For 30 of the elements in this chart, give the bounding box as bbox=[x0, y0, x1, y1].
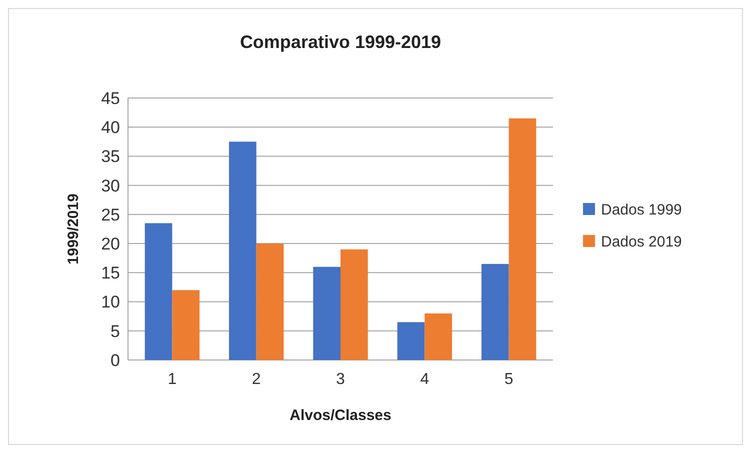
bar bbox=[172, 290, 200, 360]
bar bbox=[340, 249, 368, 360]
legend-label: Dados 2019 bbox=[601, 233, 682, 250]
x-tick-label: 2 bbox=[252, 371, 261, 388]
y-tick-label: 35 bbox=[101, 147, 120, 166]
chart-title: Comparativo 1999-2019 bbox=[240, 32, 442, 52]
x-tick-label: 1 bbox=[168, 371, 177, 388]
y-tick-label: 30 bbox=[101, 176, 120, 196]
bar bbox=[424, 313, 452, 360]
y-tick-label: 45 bbox=[101, 88, 120, 108]
x-tick-label: 3 bbox=[336, 371, 346, 388]
legend-label: Dados 1999 bbox=[601, 201, 682, 218]
y-axis-title: 1999/2019 bbox=[65, 194, 82, 264]
y-tick-label: 5 bbox=[110, 322, 120, 341]
x-tick-label: 4 bbox=[420, 371, 430, 388]
bar bbox=[481, 264, 509, 360]
y-tick-label: 15 bbox=[101, 264, 120, 283]
y-tick-label: 10 bbox=[101, 292, 120, 312]
bar bbox=[228, 142, 256, 360]
y-tick-label: 25 bbox=[101, 205, 120, 224]
y-tick-label: 0 bbox=[110, 350, 120, 370]
bar bbox=[397, 322, 425, 360]
bar bbox=[144, 223, 172, 360]
y-tick-label: 20 bbox=[101, 234, 120, 254]
bar bbox=[313, 266, 340, 360]
x-tick-label: 5 bbox=[504, 371, 514, 388]
bar bbox=[256, 244, 284, 360]
bar bbox=[508, 118, 536, 360]
y-tick-label: 40 bbox=[101, 118, 120, 138]
x-axis-title: Alvos/Classes bbox=[290, 407, 392, 424]
